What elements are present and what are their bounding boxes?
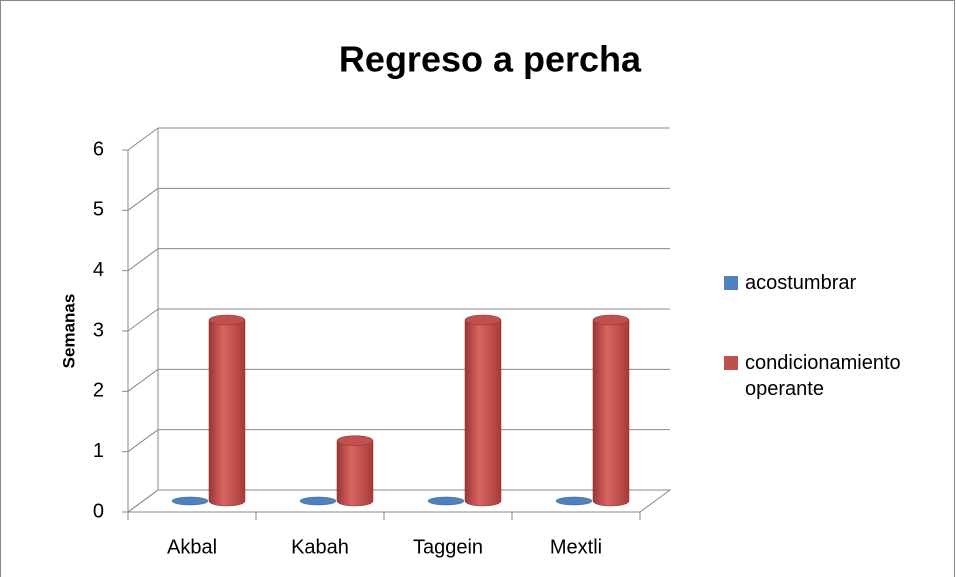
- grid-line: [127, 429, 159, 453]
- bar: [555, 496, 593, 506]
- grid-line: [127, 187, 159, 211]
- y-tick-label: 6: [93, 138, 104, 160]
- grid-line: [127, 127, 159, 151]
- grid-line: [127, 368, 159, 392]
- grid-line: [127, 308, 159, 332]
- legend-label: acostumbrar: [745, 272, 857, 294]
- legend-swatch: [724, 356, 738, 370]
- bar-top: [464, 314, 502, 326]
- x-tick-label: Mextli: [550, 536, 602, 558]
- y-tick-label: 4: [93, 259, 104, 281]
- y-tick-label: 3: [93, 319, 104, 341]
- bar: [592, 319, 630, 507]
- bar: [171, 496, 209, 506]
- bar: [464, 319, 502, 507]
- y-tick-label: 2: [93, 380, 104, 402]
- bar: [299, 496, 337, 506]
- legend-swatch: [724, 276, 738, 290]
- grid-line: [127, 489, 159, 513]
- bar-top: [208, 314, 246, 326]
- x-tick-label: Taggein: [413, 536, 483, 558]
- y-tick-label: 5: [93, 199, 104, 221]
- x-tick-label: Kabah: [291, 536, 349, 558]
- legend-label: condicionamiento operante: [745, 352, 901, 400]
- y-axis-label: Semanas: [59, 294, 78, 369]
- bar-top: [592, 314, 630, 326]
- bar: [208, 319, 246, 507]
- bar: [427, 496, 465, 506]
- bar-top: [336, 435, 374, 446]
- grid-line: [127, 248, 159, 272]
- chart-title: Regreso a percha: [339, 39, 642, 80]
- y-tick-label: 0: [93, 500, 104, 522]
- x-tick-label: Akbal: [167, 536, 217, 558]
- y-tick-label: 1: [93, 440, 104, 462]
- bar: [336, 440, 374, 507]
